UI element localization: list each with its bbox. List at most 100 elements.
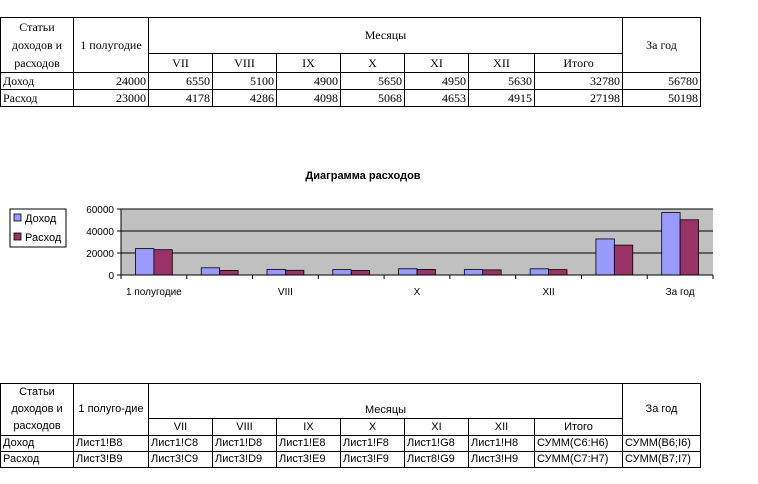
- month-header: VIII: [212, 418, 277, 436]
- month-header: XII: [468, 418, 535, 436]
- table-row: Расход 23000 4178 4286 4098 5068 4653 49…: [0, 89, 701, 107]
- month-header: VII: [148, 418, 213, 436]
- bar-expense: [548, 269, 568, 276]
- month-header: XI: [404, 418, 469, 436]
- cell: Лист3!B9: [73, 451, 149, 468]
- cell: 6550: [148, 72, 213, 90]
- bar-expense: [613, 244, 634, 276]
- cell: Лист3!E9: [276, 451, 341, 468]
- values-table: Статьи доходов и расходов 1 полугодие Ме…: [0, 16, 701, 107]
- bar-income: [135, 248, 155, 276]
- row-label: Расход: [0, 451, 74, 468]
- cell: 4915: [468, 89, 535, 107]
- cell: 5100: [212, 72, 277, 90]
- bar-income: [200, 267, 221, 276]
- month-header: X: [340, 53, 405, 73]
- cell: Лист1!D8: [212, 435, 277, 452]
- cell: СУММ(C6:H6): [534, 435, 623, 452]
- y-tick-label: 60000: [86, 205, 114, 216]
- bars: [135, 212, 699, 276]
- cell: 27198: [534, 89, 623, 107]
- expense-chart: Диаграмма расходов 0 20000 40000 60000 1 по…: [9, 170, 714, 298]
- cell: 4098: [276, 89, 341, 107]
- cell: Лист8!G9: [404, 451, 469, 468]
- cell: Лист3!C9: [148, 451, 213, 468]
- month-header: XI: [404, 53, 469, 73]
- legend: Доход Расход: [9, 208, 67, 248]
- month-header: VII: [148, 53, 213, 73]
- header-articles: Статьи доходов и расходов: [0, 383, 74, 436]
- bar-income: [463, 269, 484, 276]
- header-articles: Статьи доходов и расходов: [0, 17, 74, 73]
- header-half-year: 1 полуго-дие: [73, 383, 149, 436]
- cell: 24000: [73, 72, 149, 90]
- month-header: IX: [276, 53, 341, 73]
- row-label: Доход: [0, 72, 74, 90]
- total-header: Итого: [534, 418, 623, 436]
- header-months: Месяцы: [148, 382, 623, 420]
- table-row: Расход Лист3!B9 Лист3!C9 Лист3!D9 Лист3!…: [0, 451, 701, 468]
- legend-swatch-income: [13, 213, 22, 222]
- cell: Лист1!H8: [468, 435, 535, 452]
- bar-income: [266, 268, 286, 276]
- cell: 4178: [148, 89, 213, 107]
- cell: 4653: [404, 89, 469, 107]
- bar-income: [529, 268, 549, 276]
- month-header: VIII: [212, 53, 277, 73]
- bar-income: [595, 238, 615, 276]
- cell: 5068: [340, 89, 405, 107]
- y-tick-label: 0: [108, 271, 114, 282]
- table-row: Доход 24000 6550 5100 4900 5650 4950 563…: [0, 72, 701, 90]
- header-year: За год: [622, 17, 701, 73]
- x-tick-label: За год: [666, 287, 695, 298]
- cell: Лист3!F9: [340, 451, 405, 468]
- y-tick-label: 20000: [86, 249, 114, 260]
- formula-table: Статьи доходов и расходов 1 полуго-дие М…: [0, 382, 701, 468]
- bar-expense: [350, 270, 371, 276]
- cell: Лист3!H9: [468, 451, 535, 468]
- bar-expense: [482, 269, 502, 276]
- month-header: X: [340, 418, 405, 436]
- x-tick-label: XII: [542, 287, 554, 298]
- cell: Лист1!B8: [73, 435, 149, 452]
- bar-expense: [153, 249, 173, 276]
- cell: 50198: [622, 89, 701, 107]
- cell: 4286: [212, 89, 277, 107]
- bar-expense: [219, 270, 239, 276]
- x-axis: 1 полугодие VIII X XII За год: [120, 274, 714, 298]
- bar-income: [332, 269, 352, 276]
- x-tick-label: VIII: [278, 287, 293, 298]
- y-tick-label: 40000: [86, 227, 114, 238]
- cell: 32780: [534, 72, 623, 90]
- cell: 5650: [340, 72, 405, 90]
- total-header: Итого: [534, 53, 623, 73]
- cell: 4950: [404, 72, 469, 90]
- y-axis: 0 20000 40000 60000: [86, 205, 122, 282]
- bar-expense: [679, 219, 699, 276]
- legend-label-expense: Расход: [25, 232, 62, 244]
- cell: 23000: [73, 89, 149, 107]
- cell: 4900: [276, 72, 341, 90]
- header-months: Месяцы: [148, 16, 623, 55]
- cell: 5630: [468, 72, 535, 90]
- cell: СУММ(B6;I6): [622, 435, 701, 452]
- cell: СУММ(B7;I7): [622, 451, 701, 468]
- cell: СУММ(C7:H7): [534, 451, 623, 468]
- bar-expense: [416, 269, 436, 276]
- header-half-year: 1 полугодие: [73, 17, 149, 73]
- bar-income: [661, 212, 681, 276]
- x-tick-label: X: [414, 287, 421, 298]
- legend-label-income: Доход: [25, 213, 57, 225]
- cell: Лист3!D9: [212, 451, 277, 468]
- cell: 56780: [622, 72, 701, 90]
- table-row: Доход Лист1!B8 Лист1!C8 Лист1!D8 Лист1!E…: [0, 435, 701, 452]
- month-header: IX: [276, 418, 341, 436]
- row-label: Расход: [0, 89, 74, 107]
- header-year: За год: [622, 383, 701, 436]
- cell: Лист1!G8: [404, 435, 469, 452]
- legend-swatch-expense: [13, 232, 22, 241]
- chart-title: Диаграмма расходов: [305, 170, 420, 182]
- row-label: Доход: [0, 435, 74, 452]
- x-tick-label: 1 полугодие: [126, 287, 182, 298]
- bar-expense: [285, 269, 305, 276]
